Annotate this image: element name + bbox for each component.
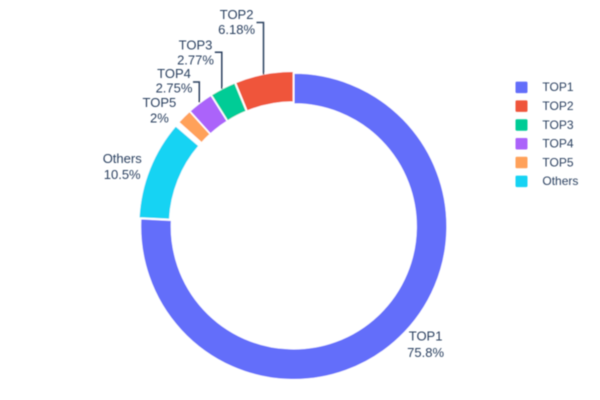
svg-text:75.8%: 75.8% [407, 345, 444, 360]
svg-text:2.77%: 2.77% [177, 52, 214, 67]
svg-text:TOP5: TOP5 [143, 95, 177, 110]
svg-text:2%: 2% [150, 111, 169, 126]
svg-text:6.18%: 6.18% [218, 22, 255, 37]
svg-text:TOP3: TOP3 [179, 38, 213, 53]
svg-text:TOP1: TOP1 [542, 80, 573, 94]
svg-text:TOP3: TOP3 [542, 118, 573, 132]
svg-text:10.5%: 10.5% [104, 167, 141, 182]
svg-text:TOP4: TOP4 [542, 137, 573, 151]
svg-text:Others: Others [103, 151, 143, 166]
svg-text:TOP2: TOP2 [542, 99, 573, 113]
svg-text:TOP5: TOP5 [542, 155, 573, 169]
svg-text:TOP4: TOP4 [157, 66, 191, 81]
svg-text:Others: Others [542, 174, 578, 188]
svg-text:2.75%: 2.75% [156, 80, 193, 95]
svg-text:TOP1: TOP1 [409, 329, 443, 344]
svg-text:TOP2: TOP2 [220, 7, 254, 22]
